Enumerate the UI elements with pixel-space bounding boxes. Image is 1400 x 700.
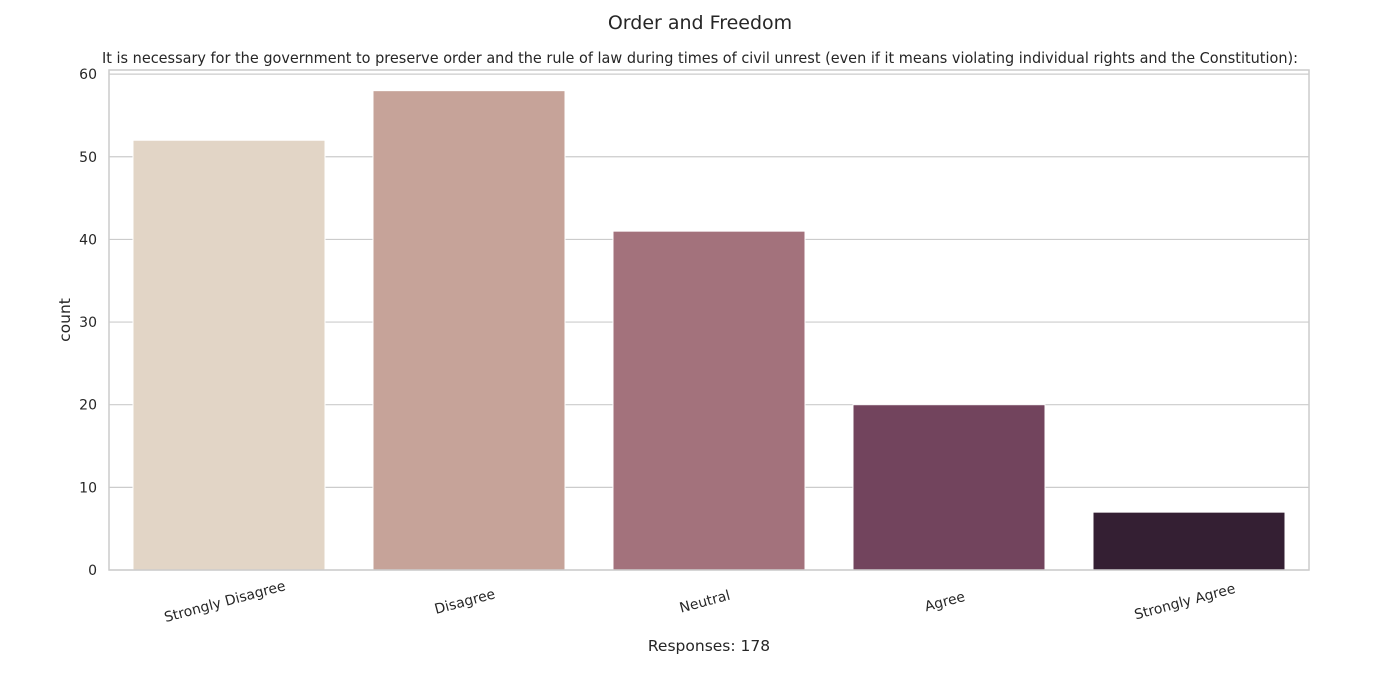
y-tick-label: 20: [79, 398, 97, 414]
x-axis-ticks: Strongly Disagree Disagree Neutral Agree Str…: [163, 578, 1238, 626]
y-tick-label: 50: [79, 150, 97, 166]
x-tick-label: Strongly Disagree: [163, 578, 288, 626]
x-axis-label: Responses: 178: [648, 637, 770, 655]
chart-title: It is necessary for the government to pr…: [102, 49, 1298, 67]
chart-suptitle: Order and Freedom: [608, 12, 792, 34]
plot-frame: [108, 69, 1310, 571]
y-tick-label: 10: [79, 480, 97, 496]
y-axis-ticks: 0 10 20 30 40 50 60: [79, 67, 97, 579]
x-tick-label: Neutral: [678, 588, 732, 617]
y-tick-label: 30: [79, 315, 97, 331]
x-tick-label: Disagree: [433, 586, 497, 618]
y-axis-label: count: [56, 298, 74, 342]
x-tick-label: Strongly Agree: [1133, 581, 1238, 623]
bar-agree: [852, 404, 1046, 571]
x-tick-label: Agree: [923, 589, 967, 615]
bar-strongly-disagree: [132, 139, 326, 571]
bar-neutral: [612, 230, 806, 571]
bar-strongly-agree: [1092, 511, 1286, 571]
y-tick-label: 40: [79, 232, 97, 248]
y-tick-label: 0: [88, 563, 97, 579]
bar-disagree: [372, 90, 566, 571]
bars: [132, 90, 1286, 571]
y-tick-label: 60: [79, 67, 97, 83]
